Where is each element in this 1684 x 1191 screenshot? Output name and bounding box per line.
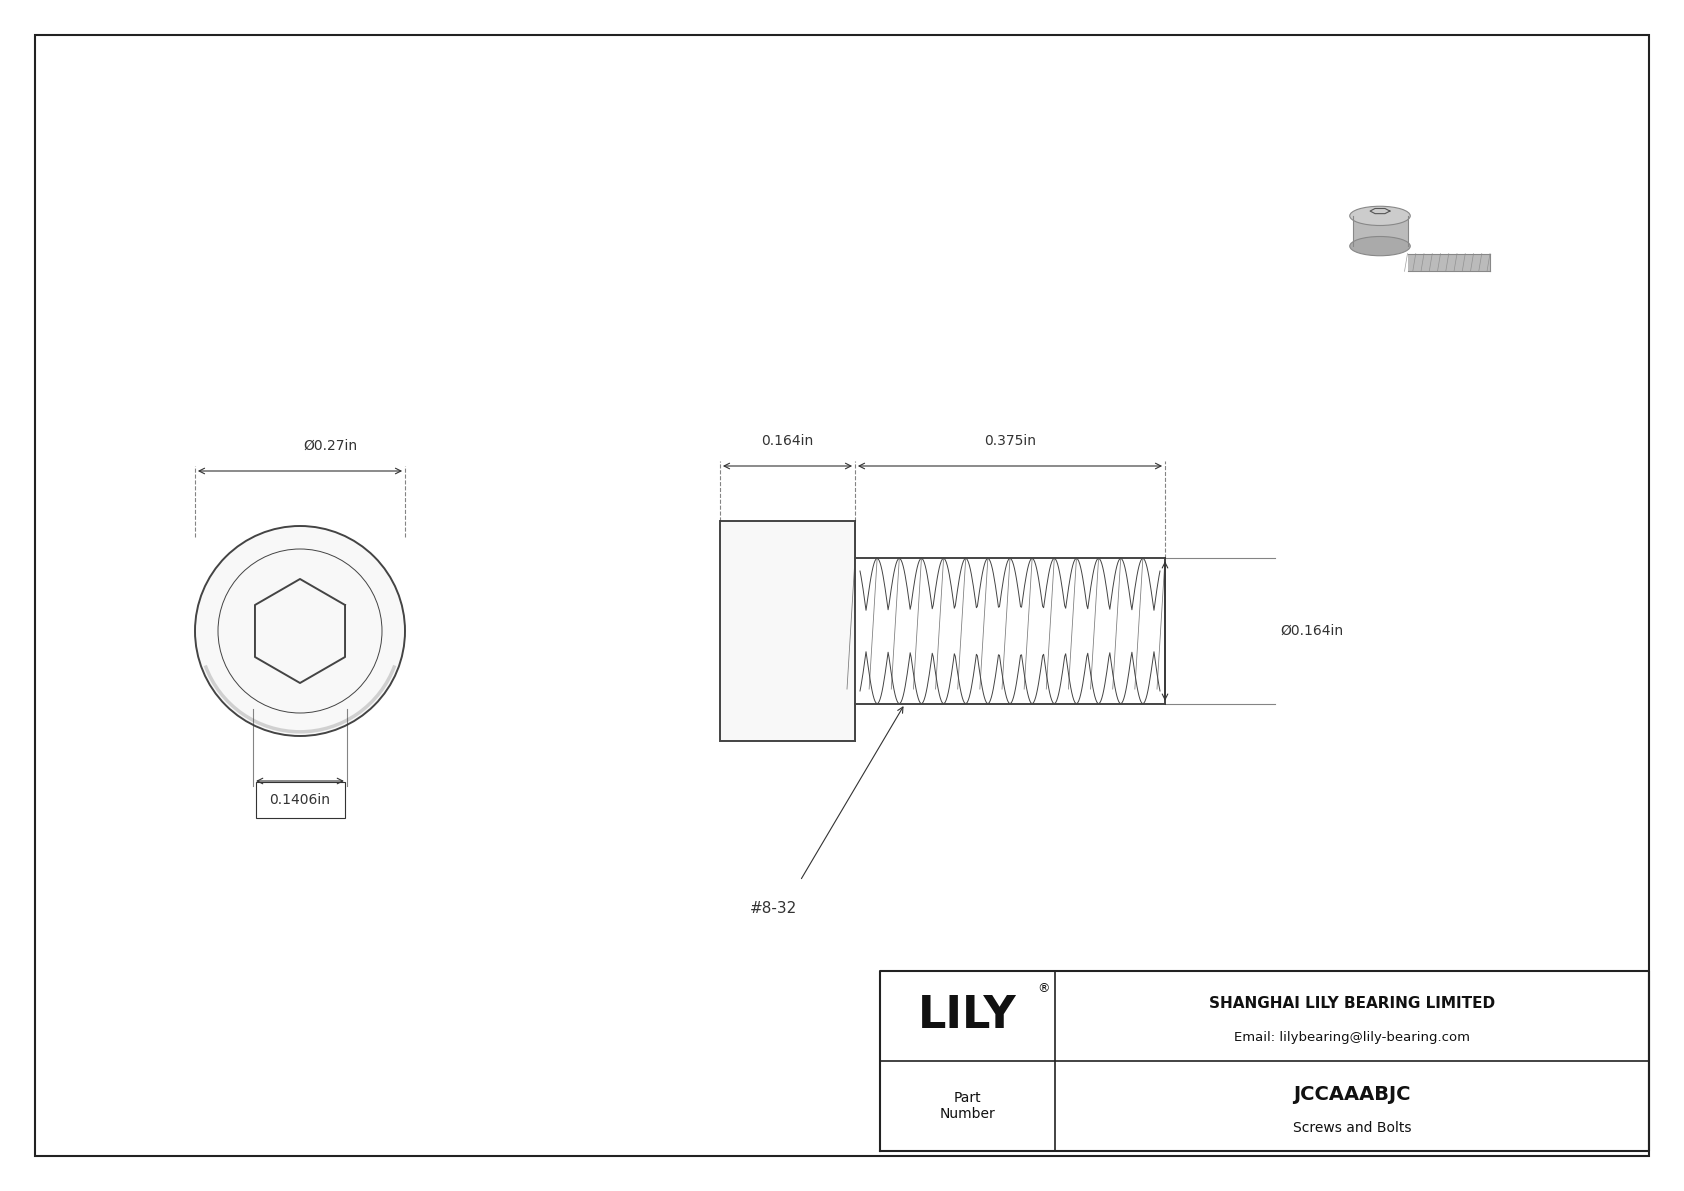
Text: #8-32: #8-32 xyxy=(749,902,797,916)
Text: Ø0.27in: Ø0.27in xyxy=(303,439,357,453)
Bar xyxy=(1352,216,1408,247)
Text: Part
Number: Part Number xyxy=(940,1091,995,1121)
Bar xyxy=(721,520,855,741)
Text: Email: lilybearing@lily-bearing.com: Email: lilybearing@lily-bearing.com xyxy=(1234,1031,1470,1045)
Text: ®: ® xyxy=(1037,983,1049,996)
Circle shape xyxy=(195,526,404,736)
Bar xyxy=(1408,254,1490,272)
Text: 0.164in: 0.164in xyxy=(761,434,813,448)
Text: 0.1406in: 0.1406in xyxy=(269,793,330,807)
Text: SHANGHAI LILY BEARING LIMITED: SHANGHAI LILY BEARING LIMITED xyxy=(1209,997,1495,1011)
Text: JCCAAABJC: JCCAAABJC xyxy=(1293,1085,1411,1104)
Ellipse shape xyxy=(1351,237,1410,256)
Text: 0.375in: 0.375in xyxy=(983,434,1036,448)
Ellipse shape xyxy=(1351,206,1410,225)
Text: Screws and Bolts: Screws and Bolts xyxy=(1293,1121,1411,1135)
FancyBboxPatch shape xyxy=(256,782,345,818)
Text: LILY: LILY xyxy=(918,994,1017,1037)
Text: Ø0.164in: Ø0.164in xyxy=(1280,624,1344,638)
